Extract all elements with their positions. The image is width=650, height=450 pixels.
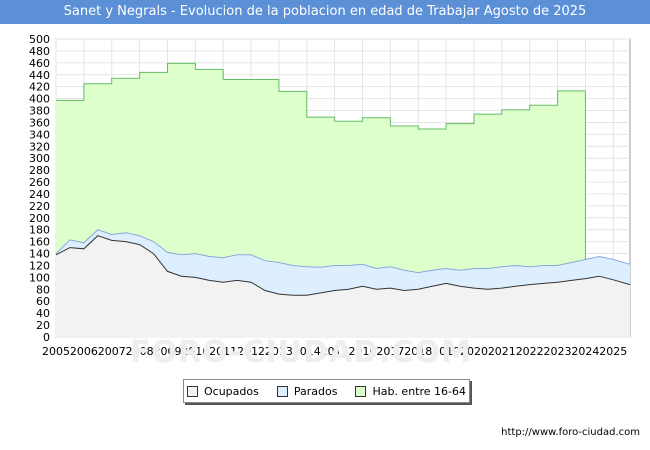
x-tick-label: 2025 <box>599 345 627 358</box>
y-tick-label: 40 <box>36 307 50 320</box>
y-tick-label: 200 <box>29 212 50 225</box>
y-tick-label: 60 <box>36 295 50 308</box>
x-tick-label: 2013 <box>265 345 293 358</box>
x-tick-label: 2010 <box>181 345 209 358</box>
y-tick-label: 260 <box>29 176 50 189</box>
y-tick-label: 300 <box>29 152 50 165</box>
x-tick-label: 2007 <box>98 345 126 358</box>
x-tick-label: 2023 <box>544 345 572 358</box>
y-tick-label: 440 <box>29 69 50 82</box>
x-tick-label: 2014 <box>293 345 321 358</box>
y-tick-label: 220 <box>29 200 50 213</box>
x-tick-label: 2012 <box>237 345 265 358</box>
series-line-ocupados <box>55 235 631 296</box>
y-tick-label: 380 <box>29 105 50 118</box>
y-tick-label: 240 <box>29 188 50 201</box>
series-layer <box>55 62 631 338</box>
x-tick-label: 2024 <box>571 345 599 358</box>
y-tick-label: 180 <box>29 224 50 237</box>
x-tick-label: 2009 <box>153 345 181 358</box>
x-tick-label: 2016 <box>349 345 377 358</box>
y-tick-label: 140 <box>29 248 50 261</box>
x-tick-label: 2011 <box>209 345 237 358</box>
y-tick-label: 160 <box>29 236 50 249</box>
series-area-ocupados <box>56 235 630 337</box>
x-axis-ticks: 2005 2006 2007 2008 2009 2010 2011 2012 2013 2014… <box>42 345 627 358</box>
chart-area: 0204060801001201401601802002202402602803… <box>29 33 631 358</box>
legend: Ocupados Parados Hab. entre 16-64 <box>183 379 470 403</box>
legend-item-habitantes: Hab. entre 16-64 <box>355 385 466 398</box>
y-tick-label: 100 <box>29 271 50 284</box>
y-tick-label: 480 <box>29 45 50 58</box>
legend-item-ocupados: Ocupados <box>186 384 259 398</box>
y-tick-label: 420 <box>29 81 50 94</box>
legend-label-parados: Parados <box>293 384 338 398</box>
x-tick-label: 2008 <box>126 345 154 358</box>
series-line-hab-entre-16-64 <box>56 62 589 263</box>
source-url[interactable]: http://www.foro-ciudad.com <box>501 427 640 438</box>
y-tick-label: 460 <box>29 57 50 70</box>
y-tick-label: 20 <box>36 319 50 332</box>
x-tick-label: 2022 <box>516 345 544 358</box>
legend-label-habitantes: Hab. entre 16-64 <box>372 384 466 398</box>
y-tick-label: 320 <box>29 140 50 153</box>
y-tick-label: 360 <box>29 116 50 129</box>
y-tick-label: 0 <box>43 331 50 344</box>
chart-title: Sanet y Negrals - Evolucion de la poblac… <box>0 0 650 24</box>
x-tick-label: 2019 <box>432 345 460 358</box>
legend-swatch-habitantes <box>355 385 367 397</box>
legend-item-parados: Parados <box>276 384 338 398</box>
legend-swatch-ocupados <box>186 385 198 397</box>
y-tick-label: 280 <box>29 164 50 177</box>
x-tick-label: 2021 <box>488 345 516 358</box>
x-tick-label: 2015 <box>321 345 349 358</box>
x-tick-label: 2017 <box>376 345 404 358</box>
y-tick-label: 400 <box>29 93 50 106</box>
y-tick-label: 80 <box>36 283 50 296</box>
y-tick-label: 340 <box>29 128 50 141</box>
x-tick-label: 2006 <box>70 345 98 358</box>
y-tick-label: 500 <box>29 33 50 46</box>
legend-swatch-parados <box>276 385 288 397</box>
legend-label-ocupados: Ocupados <box>203 384 259 398</box>
watermark: FORO-CIUDAD.COM <box>130 335 472 370</box>
series-line-parados <box>55 229 631 274</box>
y-axis-ticks: 0204060801001201401601802002202402602803… <box>29 33 50 344</box>
x-tick-label: 2020 <box>460 345 488 358</box>
x-tick-label: 2018 <box>404 345 432 358</box>
x-tick-label: 2005 <box>42 345 70 358</box>
y-tick-label: 120 <box>29 259 50 272</box>
